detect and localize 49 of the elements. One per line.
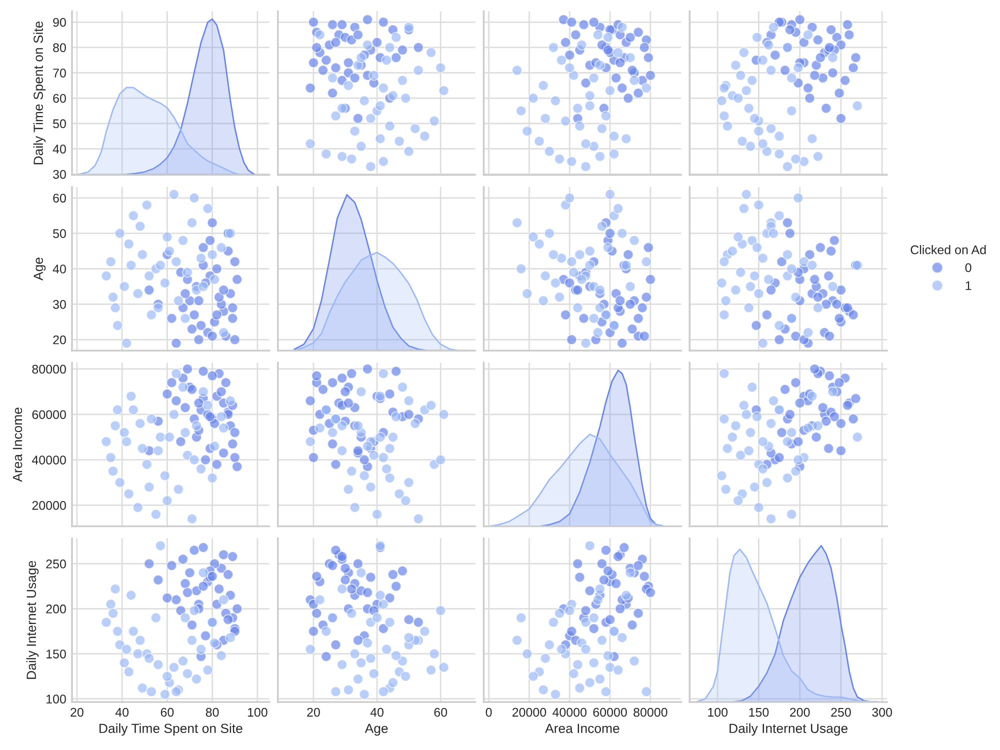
x-tick-label: 60: [160, 708, 174, 717]
x-tick-label: 80: [206, 708, 219, 717]
x-tick-label: 100: [248, 708, 268, 717]
x-axis-title: Age: [364, 724, 388, 736]
legend-label: 1: [966, 281, 972, 290]
y-tick-label: 50: [53, 119, 66, 128]
y-axis-title: Age: [34, 258, 46, 280]
x-tick-label: 40: [370, 708, 384, 717]
y-tick-label: 30: [53, 300, 66, 309]
y-axis-title: Daily Time Spent on Site: [33, 21, 46, 164]
x-tick-label: 150: [749, 708, 769, 717]
x-axis-title: Area Income: [545, 724, 620, 734]
y-tick-label: 40: [52, 144, 66, 154]
y-axis-title: Daily Internet Usage: [26, 560, 39, 679]
y-tick-label: 150: [46, 650, 66, 658]
y-tick-label: 60: [53, 194, 66, 203]
x-axis-title: Daily Time Spent on Site: [100, 723, 242, 736]
x-tick-label: 100: [708, 708, 728, 717]
x-tick-label: 60000: [593, 708, 627, 717]
x-tick-label: 20: [307, 708, 320, 717]
x-axis-title: Daily Internet Usage: [730, 723, 848, 736]
y-tick-label: 60000: [32, 410, 66, 420]
y-tick-label: 200: [46, 604, 66, 614]
y-tick-label: 40: [52, 264, 66, 274]
y-tick-label: 250: [46, 560, 66, 568]
x-tick-label: 300: [872, 708, 892, 717]
y-tick-label: 30: [53, 170, 66, 179]
y-tick-label: 50: [53, 229, 66, 238]
y-tick-label: 90: [53, 18, 66, 27]
x-tick-label: 60: [434, 708, 448, 717]
y-tick-label: 40000: [32, 456, 66, 464]
y-tick-label: 80: [53, 43, 66, 52]
y-tick-label: 70: [53, 68, 66, 78]
x-tick-label: 20: [70, 708, 84, 717]
x-tick-label: 250: [831, 708, 851, 717]
y-tick-label: 20000: [32, 501, 66, 510]
y-tick-label: 80000: [32, 364, 66, 374]
y-tick-label: 20: [53, 335, 66, 344]
y-tick-label: 60: [53, 94, 66, 103]
x-tick-label: 80000: [634, 708, 668, 717]
x-tick-label: 200: [790, 708, 810, 717]
y-axis-title: Area Income: [12, 408, 22, 482]
y-tick-label: 100: [46, 694, 66, 704]
legend-label: 0: [965, 263, 972, 272]
x-tick-label: 20000: [512, 708, 546, 717]
x-tick-label: 40000: [552, 708, 586, 717]
x-tick-label: 40: [115, 708, 129, 717]
legend-title: Clicked on Ad: [910, 245, 986, 254]
x-tick-label: 0: [486, 708, 492, 717]
